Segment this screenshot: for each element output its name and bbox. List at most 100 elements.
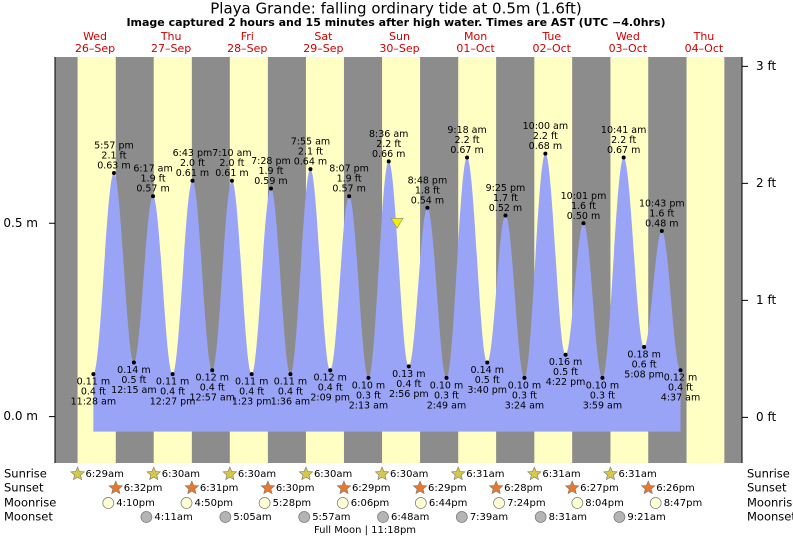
moonset-icon	[140, 511, 153, 523]
tide-label: 0.10 m	[508, 380, 541, 391]
tide-label: 1.9 ft	[141, 174, 166, 185]
current-level-marker	[390, 217, 404, 229]
tide-label: 0.14 m	[471, 365, 504, 376]
tide-point	[425, 205, 430, 210]
tide-label: 0.61 m	[176, 168, 209, 179]
tide-label: 7:28 pm	[251, 156, 291, 167]
tide-label: 0.12 m	[313, 373, 346, 384]
y2-tick-label: 1 ft	[756, 293, 776, 307]
tide-label: 0.4 ft	[200, 383, 225, 394]
tide-label: 0.6 ft	[632, 360, 657, 371]
sunset-icon	[488, 480, 504, 495]
sunset-icon	[184, 480, 200, 495]
tide-point	[131, 360, 136, 365]
tide-label: 0.12 m	[664, 373, 697, 384]
tide-label: 3:24 am	[505, 400, 544, 411]
tide-label: 0.10 m	[352, 380, 385, 391]
tide-label: 2:56 pm	[389, 389, 429, 400]
tide-label: 0.64 m	[294, 157, 327, 168]
tide-label: 1.9 ft	[337, 174, 362, 185]
sunrise-time: 6:30am	[238, 469, 276, 480]
sunrise-time: 6:31am	[466, 469, 504, 480]
tide-point	[465, 155, 470, 160]
moonset-icon	[219, 511, 232, 523]
day-name: Wed	[83, 30, 107, 43]
tide-label: 0.11 m	[77, 377, 110, 388]
tide-label: 0.10 m	[430, 380, 463, 391]
sunset-time: 6:27pm	[580, 483, 619, 494]
daylight	[686, 57, 725, 463]
tide-label: 0.54 m	[411, 195, 444, 206]
tide-label: 1:23 pm	[232, 397, 272, 408]
moonrise-time: 7:24pm	[507, 498, 546, 509]
tide-label: 2:13 am	[349, 400, 388, 411]
tide-label: 8:07 pm	[329, 164, 369, 175]
tide-label: 0.12 m	[196, 373, 229, 384]
tide-label: 0.4 ft	[278, 387, 303, 398]
day-name: Tue	[541, 30, 561, 43]
tide-label: 0.52 m	[489, 203, 522, 214]
moonrise-icon	[258, 497, 271, 509]
sunset-time: 6:29pm	[428, 483, 467, 494]
moonrise-time: 6:06pm	[351, 498, 390, 509]
tide-label: 0.67 m	[450, 145, 483, 156]
day-date: 01–Oct	[456, 42, 495, 55]
tide-label: 0.4 ft	[81, 387, 106, 398]
row-label: Sunset	[747, 481, 787, 495]
day-name: Sun	[389, 30, 410, 43]
sunrise-time: 6:29am	[86, 469, 124, 480]
tide-point	[288, 372, 293, 377]
tide-label: 0.11 m	[156, 377, 189, 388]
day-date: 27–Sep	[151, 42, 191, 55]
tide-label: 9:18 am	[447, 125, 486, 136]
tide-point	[190, 178, 195, 183]
moonset-time: 5:57am	[312, 512, 350, 523]
sunset-time: 6:32pm	[124, 483, 163, 494]
tide-label: 0.3 ft	[356, 390, 381, 401]
tide-label: 8:48 pm	[408, 175, 448, 186]
day-date: 02–Oct	[532, 42, 571, 55]
tide-label: 5:57 pm	[94, 141, 134, 152]
tide-point	[522, 375, 527, 380]
sunset-icon	[260, 480, 276, 495]
tide-label: 0.57 m	[332, 184, 365, 195]
moonrise-time: 8:04pm	[585, 498, 624, 509]
moonrise-icon	[102, 497, 115, 509]
moonrise-icon	[649, 497, 662, 509]
day-date: 26–Sep	[75, 42, 115, 55]
tide-label: 2.2 ft	[533, 131, 558, 142]
tide-label: 2.0 ft	[180, 158, 205, 169]
tide-label: 0.3 ft	[434, 390, 459, 401]
y2-tick-label: 2 ft	[756, 176, 776, 190]
tide-label: 10:43 pm	[639, 199, 685, 210]
sunrise-icon	[603, 466, 618, 481]
tide-point	[268, 186, 273, 191]
sunrise-icon	[222, 466, 238, 481]
tide-label: 2.0 ft	[219, 158, 244, 169]
sunrise-time: 6:31am	[542, 469, 580, 480]
tide-label: 0.67 m	[607, 145, 640, 156]
tide-point	[366, 375, 371, 380]
moonrise-time: 4:10pm	[116, 498, 155, 509]
tide-point	[151, 194, 156, 199]
tide-label: 1.7 ft	[493, 193, 518, 204]
tide-point	[91, 372, 96, 377]
day-name: Mon	[464, 30, 487, 43]
moonrise-icon	[493, 497, 505, 509]
tide-label: 12:27 pm	[150, 397, 196, 408]
moonrise-time: 4:50pm	[194, 498, 233, 509]
tide-label: 1.6 ft	[649, 209, 674, 220]
tide-point	[170, 372, 175, 377]
sunset-time: 6:28pm	[504, 483, 543, 494]
moonset-time: 9:21am	[627, 512, 665, 523]
row-label: Sunrise	[747, 467, 790, 481]
row-label: Moonrise	[747, 496, 793, 510]
sunrise-icon	[450, 466, 466, 481]
tide-point	[659, 229, 664, 233]
tide-point	[503, 213, 508, 218]
tide-label: 0.13 m	[392, 369, 425, 380]
moonset-icon	[298, 511, 311, 523]
day-date: 03–Oct	[609, 42, 648, 55]
tide-label: 4:22 pm	[546, 377, 586, 388]
